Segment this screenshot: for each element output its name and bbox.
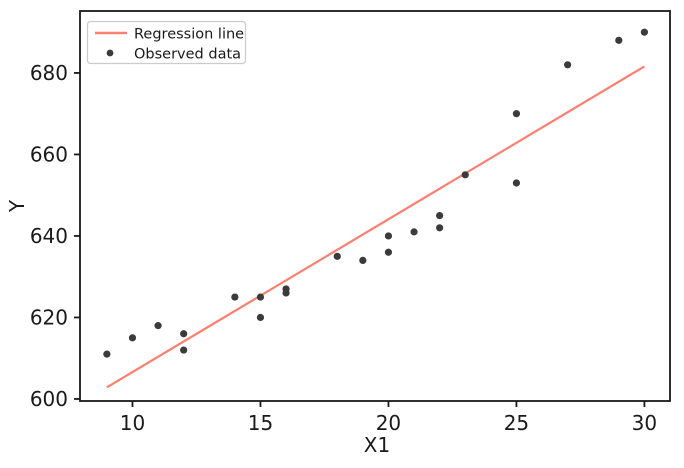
y-axis: 600 620 640 660 680 — [30, 61, 80, 411]
legend-label-regression-line: Regression line — [134, 27, 244, 43]
data-point — [640, 28, 649, 36]
x-axis: 10 15 20 25 30 — [120, 401, 657, 435]
data-point — [282, 289, 290, 297]
x-axis-label: X1 — [364, 433, 390, 457]
x-tick-label: 10 — [120, 411, 145, 435]
plot-frame — [79, 10, 671, 402]
data-point — [128, 334, 137, 342]
data-point — [615, 36, 623, 44]
x-tick-label: 30 — [632, 411, 657, 435]
data-point — [359, 256, 367, 265]
data-point — [384, 232, 393, 240]
y-tick-label: 660 — [30, 142, 68, 166]
data-point — [512, 179, 521, 187]
y-tick-label: 640 — [30, 224, 68, 248]
x-tick-label: 20 — [376, 411, 401, 435]
legend-label-observed-data: Observed data — [134, 47, 241, 63]
data-point — [436, 211, 444, 220]
data-point — [410, 228, 418, 236]
y-tick-label: 600 — [30, 387, 68, 411]
data-point — [256, 293, 265, 301]
y-tick-label: 680 — [30, 61, 68, 85]
data-point — [256, 313, 265, 322]
observed-data-dot-icon — [106, 49, 114, 57]
data-point — [154, 322, 162, 330]
data-point — [180, 346, 188, 354]
legend: Regression line Observed data — [86, 20, 247, 65]
x-tick-label: 25 — [504, 411, 529, 435]
x-tick-label: 15 — [248, 411, 273, 435]
data-point — [231, 293, 239, 301]
data-point — [384, 248, 393, 256]
regression-line — [106, 65, 645, 389]
data-point — [436, 224, 444, 232]
plot-area — [79, 10, 671, 402]
data-series — [103, 28, 649, 389]
data-point — [512, 110, 521, 118]
data-point — [333, 252, 341, 260]
data-point — [564, 61, 572, 69]
data-point — [103, 350, 111, 358]
y-tick-label: 620 — [30, 305, 68, 329]
data-point — [180, 330, 188, 338]
data-point — [461, 171, 469, 179]
y-axis-label: Y — [5, 199, 29, 213]
